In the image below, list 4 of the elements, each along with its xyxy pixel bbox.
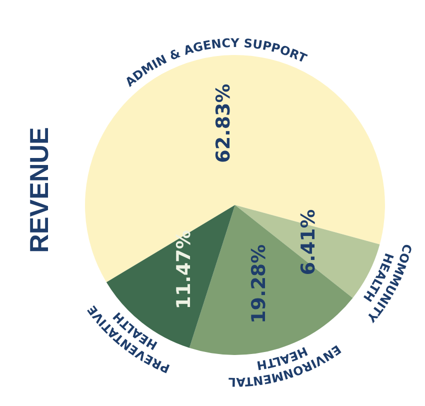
data-label: 19.28% [248,244,270,324]
text: REVENUE [24,127,54,253]
data-label: 6.41% [298,209,320,276]
data-label: 62.83% [212,84,235,163]
